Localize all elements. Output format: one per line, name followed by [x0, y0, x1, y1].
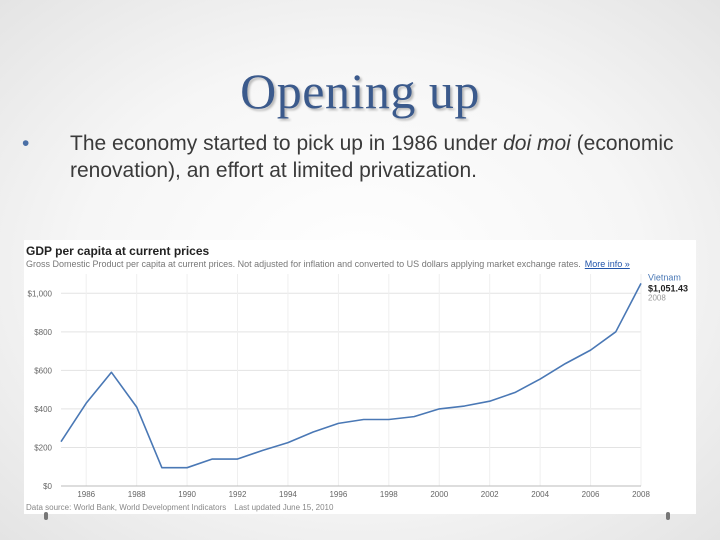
- slide-title: Opening up: [240, 63, 480, 119]
- more-info-link[interactable]: More info »: [584, 259, 630, 269]
- x-tick-label: 1992: [229, 490, 247, 499]
- x-tick-label: 2006: [582, 490, 600, 499]
- x-tick-label: 2008: [632, 490, 650, 499]
- x-tick-label: 1990: [178, 490, 196, 499]
- x-tick-label: 2004: [531, 490, 549, 499]
- y-tick-label: $200: [34, 443, 52, 452]
- chart-subtitle: Gross Domestic Product per capita at cur…: [26, 259, 630, 269]
- chart-footer: Data source: World Bank, World Developme…: [26, 503, 333, 512]
- bullet-text-after: (economic renovation), an effort at limi…: [70, 132, 674, 182]
- chart-panel: $0 $200 $400 $600 $800 $1,000 1986 1988 1990 1992…: [24, 240, 696, 514]
- bullet-text: The economy started to pick up in 1986 u…: [70, 130, 702, 184]
- y-tick-label: $0: [43, 482, 52, 491]
- x-tick-label: 1996: [329, 490, 347, 499]
- last-updated: Last updated June 15, 2010: [234, 503, 334, 512]
- bullet-text-before: The economy started to pick up in 1986 u…: [70, 132, 504, 155]
- chart-title: GDP per capita at current prices: [26, 244, 210, 258]
- y-tick-label: $800: [34, 328, 52, 337]
- x-tick-label: 1986: [77, 490, 95, 499]
- endpoint-series-name: Vietnam: [648, 272, 681, 282]
- corner-dot-right: [666, 512, 670, 520]
- bullet-marker: •: [22, 132, 30, 155]
- x-tick-label: 2002: [481, 490, 499, 499]
- chart-svg: $0 $200 $400 $600 $800 $1,000 1986 1988 1990 1992…: [28, 272, 689, 499]
- bullet-point: • The economy started to pick up in 1986…: [22, 130, 702, 184]
- endpoint-year: 2008: [648, 293, 666, 302]
- x-tick-label: 2000: [430, 490, 448, 499]
- x-tick-label: 1998: [380, 490, 398, 499]
- series-line-vietnam: [60, 282, 642, 469]
- y-tick-label: $1,000: [28, 289, 53, 298]
- data-source: Data source: World Bank, World Developme…: [26, 503, 227, 512]
- x-tick-label: 1988: [128, 490, 146, 499]
- corner-dot-left: [44, 512, 48, 520]
- chart-subtitle-text: Gross Domestic Product per capita at cur…: [26, 259, 581, 269]
- y-tick-label: $600: [34, 366, 52, 375]
- endpoint-value: $1,051.43: [648, 283, 688, 293]
- bullet-text-italic: doi moi: [503, 132, 571, 155]
- x-tick-label: 1994: [279, 490, 297, 499]
- y-tick-label: $400: [34, 405, 52, 414]
